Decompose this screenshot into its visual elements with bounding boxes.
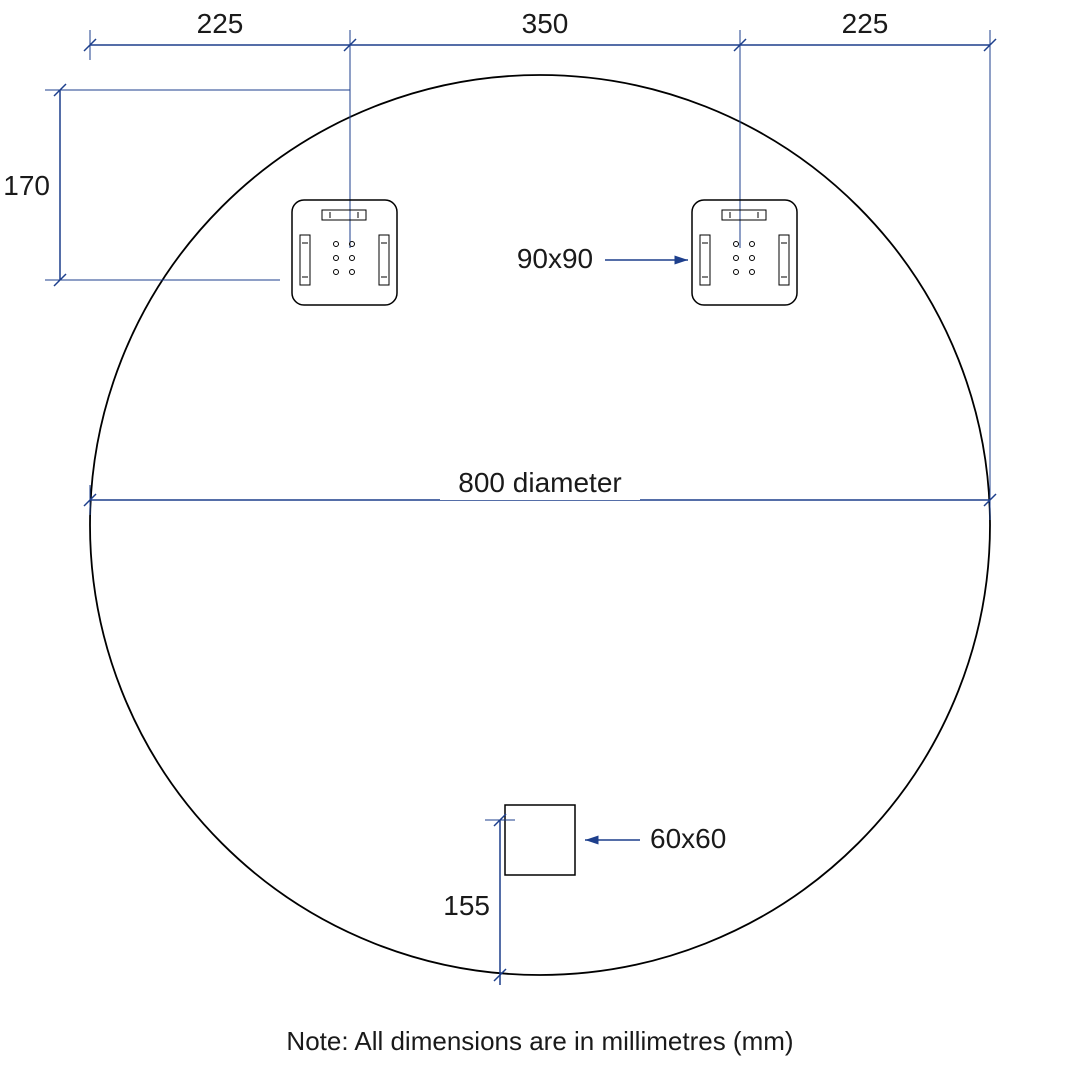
left-dimension-170: 170	[3, 84, 350, 286]
dim-155: 155	[443, 890, 490, 921]
dim-diameter: 800 diameter	[458, 467, 621, 498]
dim-225-right: 225	[842, 8, 889, 39]
bracket-left	[292, 200, 397, 305]
bottom-dimension-155: 155	[443, 814, 515, 985]
mirror-circle	[90, 75, 990, 975]
units-note: Note: All dimensions are in millimetres …	[286, 1026, 793, 1056]
dim-60x60: 60x60	[650, 823, 726, 854]
bracket-right	[692, 200, 797, 305]
diameter-dimension: 800 diameter	[84, 467, 996, 515]
dim-90x90: 90x90	[517, 243, 593, 274]
dim-170: 170	[3, 170, 50, 201]
dim-350: 350	[522, 8, 569, 39]
small-box: 60x60	[505, 805, 726, 875]
bracket-size-leader: 90x90	[517, 243, 688, 274]
dimension-drawing: 225 350 225 170	[0, 0, 1080, 1080]
dim-225-left: 225	[197, 8, 244, 39]
